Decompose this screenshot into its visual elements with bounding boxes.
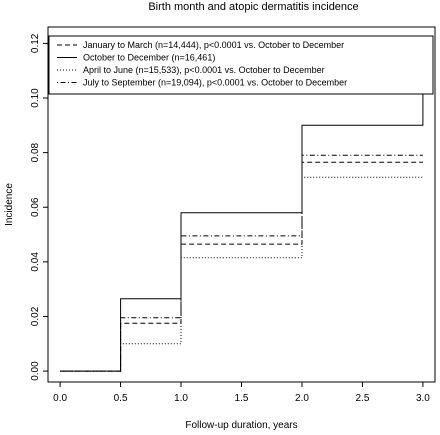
x-tick-label: 1.0 bbox=[174, 393, 188, 404]
legend-entry: October to December (n=16,461) bbox=[83, 53, 215, 63]
x-tick-label: 2.5 bbox=[355, 393, 369, 404]
x-axis-label: Follow-up duration, years bbox=[185, 420, 297, 431]
y-tick-label: 0.08 bbox=[30, 142, 41, 162]
x-tick-label: 0.0 bbox=[53, 393, 67, 404]
y-tick-label: 0.02 bbox=[30, 306, 41, 326]
y-tick-label: 0.12 bbox=[30, 33, 41, 53]
legend-entry: April to June (n=15,533), p<0.0001 vs. O… bbox=[83, 65, 325, 75]
series-line-dotted bbox=[60, 176, 423, 372]
y-axis-label: Incidence bbox=[4, 183, 15, 226]
x-tick-label: 1.5 bbox=[235, 393, 249, 404]
x-tick-label: 2.0 bbox=[295, 393, 309, 404]
legend-entry: January to March (n=14,444), p<0.0001 vs… bbox=[83, 40, 344, 50]
legend-box bbox=[48, 35, 434, 95]
legend-entry: July to September (n=19,094), p<0.0001 v… bbox=[83, 78, 347, 88]
series-line-solid bbox=[60, 48, 424, 372]
x-tick-label: 0.5 bbox=[114, 393, 128, 404]
x-tick-label: 3.0 bbox=[416, 393, 430, 404]
y-tick-label: 0.06 bbox=[30, 197, 41, 217]
y-tick-label: 0.00 bbox=[30, 361, 41, 381]
chart-title: Birth month and atopic dermatitis incide… bbox=[148, 1, 358, 13]
y-tick-label: 0.04 bbox=[30, 252, 41, 272]
series-line-dotdash bbox=[60, 154, 423, 372]
series-line-dashed bbox=[60, 161, 423, 372]
y-tick-label: 0.10 bbox=[30, 88, 41, 108]
